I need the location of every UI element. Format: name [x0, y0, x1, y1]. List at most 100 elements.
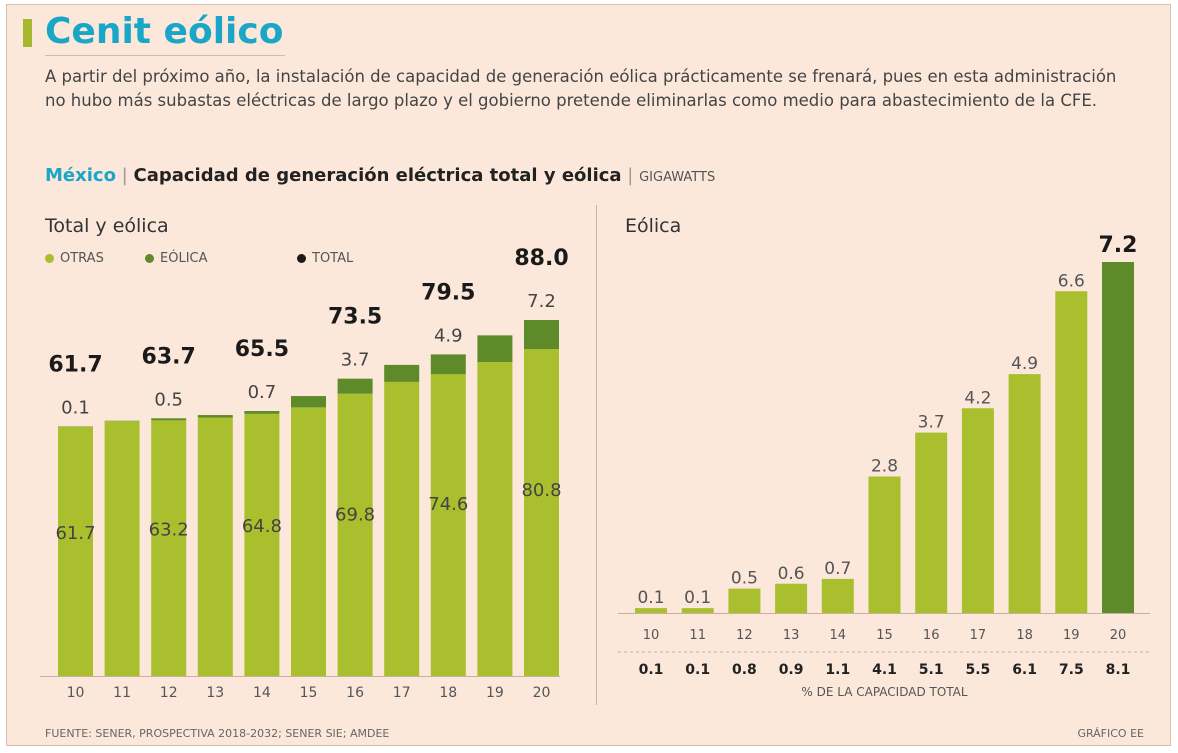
bar-otras: [58, 426, 93, 676]
bar-eolica: [524, 320, 559, 350]
x-tick-label: 10: [67, 685, 85, 701]
bar-eolica: [197, 415, 233, 418]
x-tick-label: 18: [439, 685, 457, 701]
bar-eolica-only: [775, 583, 808, 613]
bar-otras: [524, 349, 559, 676]
bar-eolica-only: [1055, 291, 1088, 613]
legend-label-otras: OTRAS: [60, 251, 104, 266]
otras-label: 61.7: [55, 523, 95, 544]
percent-label: 1.1: [825, 662, 850, 678]
x-tick-label: 14: [253, 685, 271, 701]
subtitle-country: México: [45, 165, 116, 186]
total-label: 61.7: [48, 352, 102, 377]
bar-eolica-only: [915, 432, 948, 613]
x-tick-label: 18: [1016, 628, 1033, 643]
otras-label: 69.8: [335, 505, 375, 526]
eolica-label: 0.5: [154, 389, 183, 410]
bar-eolica-only: [821, 578, 854, 613]
x-tick-label: 13: [206, 685, 224, 701]
left-panel-title: Total y eólica: [45, 215, 169, 237]
value-label: 0.1: [637, 588, 664, 608]
x-tick-label: 12: [736, 628, 753, 643]
eolica-label: 4.9: [434, 325, 463, 346]
legend-label-total: TOTAL: [312, 251, 354, 266]
bar-otras: [151, 420, 187, 676]
x-tick-label: 15: [300, 685, 318, 701]
total-label: 65.5: [235, 337, 289, 362]
subtitle-separator: |: [121, 165, 128, 186]
x-tick-label: 10: [643, 628, 660, 643]
x-tick-label: 20: [533, 685, 551, 701]
x-tick-label: 11: [113, 685, 131, 701]
percent-label: 4.1: [872, 662, 897, 678]
x-tick-label: 16: [923, 628, 940, 643]
bar-eolica: [291, 396, 326, 408]
subtitle-separator: |: [627, 165, 634, 186]
bar-otras: [384, 381, 420, 676]
source-note: FUENTE: SENER, PROSPECTIVA 2018-2032; SE…: [45, 727, 390, 740]
otras-label: 63.2: [149, 519, 189, 540]
otras-label: 64.8: [242, 516, 282, 537]
x-tick-label: 16: [346, 685, 364, 701]
bar-eolica: [337, 378, 373, 394]
x-tick-label: 19: [1063, 628, 1080, 643]
bar-otras: [477, 362, 513, 676]
legend-item-total: TOTAL: [297, 251, 353, 266]
legend-swatch-otras: [45, 254, 54, 263]
otras-label: 80.8: [521, 480, 561, 501]
bar-eolica: [430, 354, 466, 375]
x-tick-label: 15: [876, 628, 893, 643]
total-label: 88.0: [514, 246, 568, 271]
x-tick-label: 11: [689, 628, 706, 643]
percent-label: 5.1: [919, 662, 944, 678]
bar-eolica-only: [961, 408, 994, 613]
value-label: 2.8: [871, 457, 898, 477]
bar-eolica-only: [635, 608, 667, 613]
bar-eolica: [477, 335, 513, 363]
percent-label: 0.1: [639, 662, 664, 678]
subtitle-unit: GIGAWATTS: [639, 170, 716, 185]
title-divider: [45, 55, 285, 56]
bar-otras: [337, 393, 373, 676]
eolica-label: 3.7: [341, 350, 370, 371]
percent-label: 8.1: [1106, 662, 1131, 678]
bar-eolica-only: [681, 608, 714, 613]
bar-otras: [430, 374, 466, 676]
right-panel-title: Eólica: [625, 215, 682, 237]
x-tick-label: 20: [1110, 628, 1127, 643]
x-tick-label: 17: [970, 628, 987, 643]
legend-item-otras: OTRAS: [45, 251, 104, 266]
title-accent-bar: [23, 19, 32, 47]
percent-label: 6.1: [1012, 662, 1037, 678]
value-label: 6.6: [1058, 271, 1085, 291]
bar-otras: [104, 421, 140, 676]
otras-label: 74.6: [428, 494, 468, 515]
bar-eolica: [384, 364, 420, 382]
percent-caption: % DE LA CAPACIDAD TOTAL: [801, 685, 967, 699]
intro-paragraph: A partir del próximo año, la instalación…: [45, 67, 1117, 110]
eolica-label: 7.2: [527, 291, 556, 312]
page-title: Cenit eólico: [45, 11, 284, 52]
bar-eolica-only: [728, 588, 761, 613]
value-label: 3.7: [918, 413, 945, 433]
x-tick-label: 14: [830, 628, 847, 643]
bar-eolica: [151, 418, 187, 421]
legend-swatch-total: [297, 254, 306, 263]
bar-eolica-only: [1102, 262, 1134, 613]
x-tick-label: 17: [393, 685, 411, 701]
percent-label: 5.5: [965, 662, 990, 678]
bar-otras: [197, 417, 233, 676]
value-label: 0.5: [731, 569, 758, 589]
percent-label: 0.8: [732, 662, 757, 678]
value-label: 4.2: [964, 388, 991, 408]
total-label: 63.7: [142, 344, 196, 369]
x-tick-label: 13: [783, 628, 800, 643]
eolica-label: 0.1: [61, 397, 90, 418]
value-label: 4.9: [1011, 354, 1038, 374]
legend-label-eolica: EÓLICA: [160, 251, 208, 266]
subtitle-main: Capacidad de generación eléctrica total …: [133, 165, 622, 186]
bar-eolica-only: [868, 476, 901, 613]
value-label: 7.2: [1099, 233, 1138, 258]
chart-subtitle: México | Capacidad de generación eléctri…: [45, 165, 715, 186]
